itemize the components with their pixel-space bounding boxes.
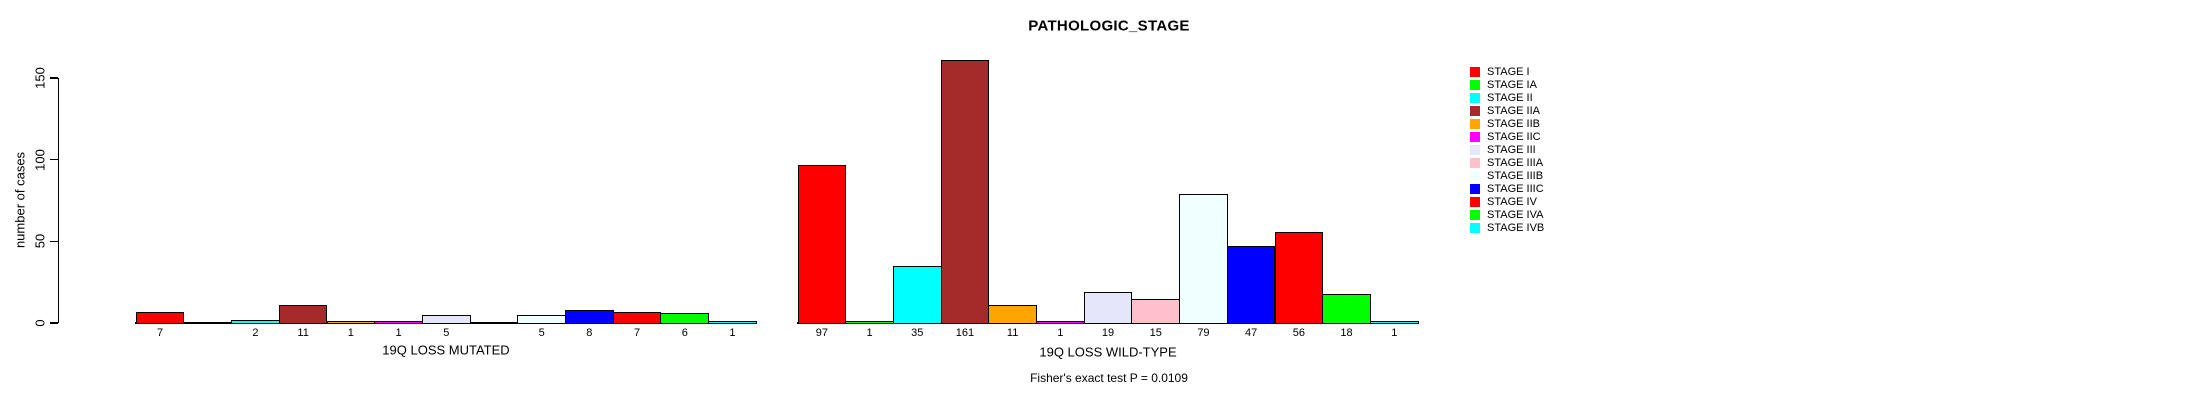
bar-stage-iia [278,305,328,325]
bar-value-label: 7 [156,326,164,339]
y-axis-tick-label: 100 [32,148,48,171]
legend-label-stage-ii: STAGE II [1487,92,1533,105]
bar-value-label: 15 [1149,326,1162,339]
bar-value-label: 1 [1391,326,1398,339]
y-axis-tick [50,77,58,79]
legend-swatch-stage-i [1470,67,1480,78]
bar-stage-iib [988,305,1037,325]
bar-value-label: 47 [1245,326,1258,339]
bar-stage-i [797,164,847,325]
legend-swatch-stage-ii [1470,93,1480,104]
legend-label-stage-i: STAGE I [1487,66,1530,79]
legend-label-stage-iiia: STAGE IIIA [1487,157,1544,170]
legend-swatch-stage-iiic [1470,184,1480,195]
bar-stage-ii [892,265,942,325]
bar-value-label: 19 [1101,326,1115,339]
bar-value-label: 97 [815,326,828,339]
fisher-test-annotation: Fisher's exact test P = 0.0109 [1030,371,1188,385]
bar-value-label: 8 [586,326,593,339]
bar-value-label: 5 [443,326,450,339]
legend-label-stage-iia: STAGE IIA [1487,105,1540,118]
bar-stage-ivb [708,321,757,325]
bar-value-label: 6 [681,326,688,339]
bar-stage-iii [421,314,471,325]
legend-label-stage-iib: STAGE IIB [1487,118,1540,131]
bar-value-label: 7 [633,326,641,339]
legend-label-stage-ia: STAGE IA [1487,79,1537,92]
bar-stage-iv [1274,231,1324,325]
legend-swatch-stage-iii [1470,145,1480,156]
y-axis-line [57,77,59,324]
legend-swatch-stage-iib [1470,119,1480,130]
bar-stage-iib [326,321,376,325]
bar-stage-iv [612,311,662,325]
bar-value-label: 161 [955,326,975,339]
chart-title: PATHOLOGIC_STAGE [1028,17,1190,35]
bar-value-label: 1 [866,326,873,339]
bar-stage-ii [231,319,280,325]
bar-stage-ivb [1369,321,1419,325]
legend-label-stage-iiib: STAGE IIIB [1487,170,1544,183]
bar-stage-iic [1036,321,1085,325]
bar-value-label: 2 [252,326,259,339]
y-axis-tick [50,322,58,324]
legend-swatch-stage-ivb [1470,222,1480,233]
bar-value-label: 1 [729,326,736,339]
y-axis-tick-label: 50 [32,234,48,249]
legend-swatch-stage-iiia [1470,158,1480,169]
bar-stage-iiib [1179,193,1228,325]
bar-value-label: 1 [395,326,402,339]
bar-stage-iiic [1226,246,1276,325]
bar-stage-iiib [517,314,566,325]
bar-stage-iiia [1131,298,1181,325]
legend-swatch-stage-iv [1470,197,1480,207]
bar-value-label: 35 [911,326,924,339]
legend-swatch-stage-iia [1470,106,1480,117]
bar-stage-iii [1083,291,1133,325]
bar-value-label: 11 [297,326,309,339]
legend-label-stage-iic: STAGE IIC [1487,131,1541,144]
bar-value-label: 5 [538,326,545,339]
bar-value-label: 56 [1292,326,1305,339]
y-axis-tick [50,240,58,243]
bar-value-label: 1 [1057,326,1064,339]
legend-label-stage-ivb: STAGE IVB [1487,221,1545,234]
bar-value-label: 79 [1197,326,1210,339]
y-axis-tick-label: 150 [32,67,48,89]
bar-value-label: 1 [347,326,354,339]
bar-value-label: 11 [1006,326,1019,339]
y-axis-tick-label: 0 [32,319,48,327]
bar-value-label: 18 [1340,326,1353,339]
bar-stage-iva [660,313,710,325]
legend-label-stage-iv: STAGE IV [1487,196,1537,208]
bar-stage-iiic [565,309,614,325]
bar-stage-iia [940,60,990,325]
legend-label-stage-iiic: STAGE IIIC [1487,183,1544,196]
bar-stage-iva [1322,293,1371,325]
y-axis-label: number of cases [12,151,28,249]
bar-stage-ia [845,321,894,325]
group-label-mutated: 19Q LOSS MUTATED [382,342,510,358]
bar-stage-i [135,311,185,325]
legend-swatch-stage-iic [1470,132,1480,143]
legend-swatch-stage-iiib [1470,171,1480,182]
legend-label-stage-iva: STAGE IVA [1487,208,1544,221]
group-label-wild-type: 19Q LOSS WILD-TYPE [1039,344,1177,360]
y-axis-tick [50,158,58,161]
bar-stage-iic [374,321,423,325]
legend-swatch-stage-iva [1470,209,1480,220]
legend-swatch-stage-ia [1470,80,1480,91]
legend-label-stage-iii: STAGE III [1487,144,1536,157]
